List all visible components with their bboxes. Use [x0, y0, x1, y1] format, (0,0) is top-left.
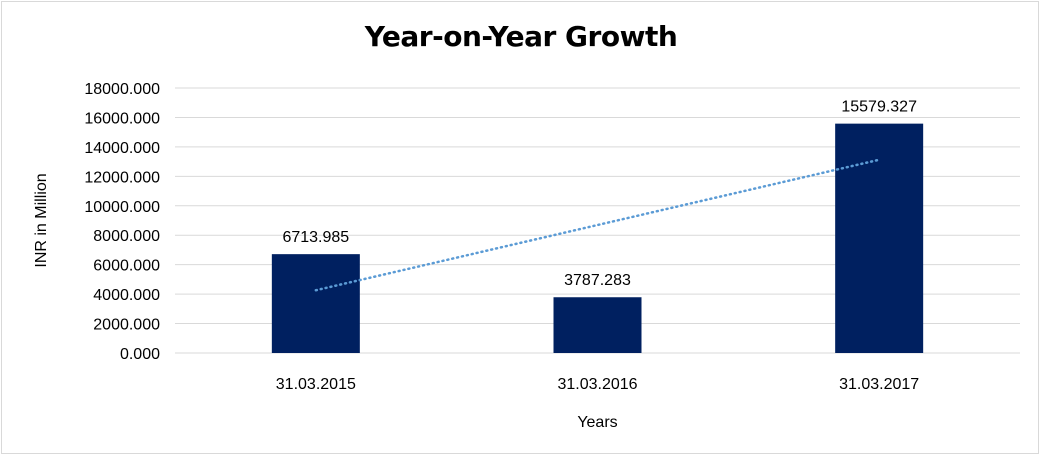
y-tick-label: 4000.000	[93, 287, 160, 304]
y-tick-label: 18000.000	[84, 81, 160, 98]
y-tick-label: 6000.000	[93, 258, 160, 275]
y-tick-label: 2000.000	[93, 317, 160, 334]
bar	[553, 297, 642, 353]
x-axis-label: Years	[577, 414, 617, 431]
bar	[271, 254, 360, 353]
trendline-line	[314, 158, 881, 292]
bars	[271, 123, 924, 353]
trendline	[314, 158, 881, 292]
y-tick-label: 8000.000	[93, 228, 160, 245]
x-tick-labels: 31.03.2015 31.03.2016 31.03.2017	[276, 376, 920, 393]
y-tick-label: 12000.000	[84, 169, 160, 186]
x-tick-label: 31.03.2017	[839, 376, 919, 393]
data-label: 3787.283	[564, 272, 631, 289]
y-tick-label: 14000.000	[84, 140, 160, 157]
x-tick-label: 31.03.2015	[276, 376, 356, 393]
data-label: 6713.985	[282, 229, 349, 246]
chart-title: Year-on-Year Growth	[364, 20, 678, 53]
data-labels: 6713.985 3787.283 15579.327	[282, 99, 917, 290]
y-tick-label: 10000.000	[84, 199, 160, 216]
bar	[835, 123, 924, 353]
data-label: 15579.327	[841, 99, 917, 116]
y-axis-label: INR in Million	[33, 173, 50, 267]
x-tick-label: 31.03.2016	[557, 376, 637, 393]
y-tick-label: 16000.000	[84, 110, 160, 127]
y-tick-label: 0.000	[120, 346, 160, 363]
y-tick-labels: 0.000 2000.000 4000.000 6000.000 8000.000 100…	[84, 81, 160, 363]
